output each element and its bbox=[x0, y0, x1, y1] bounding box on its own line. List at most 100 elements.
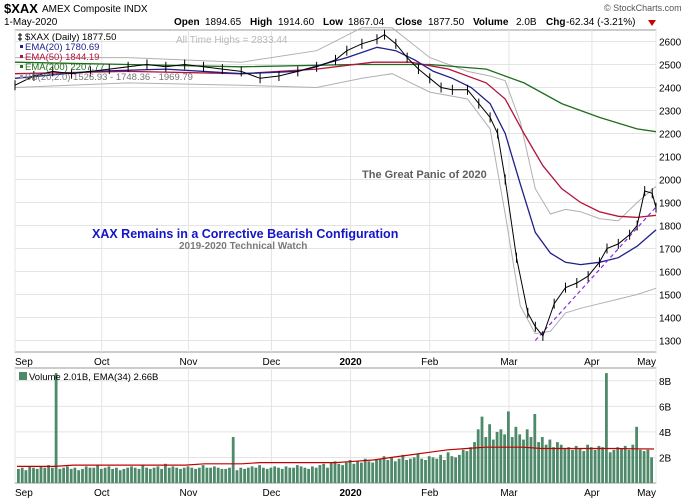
volume-bar bbox=[608, 452, 612, 483]
bb-lower-line bbox=[14, 73, 657, 335]
price-tick-label: 1700 bbox=[659, 245, 682, 256]
volume-bar bbox=[439, 454, 442, 483]
volume-bar bbox=[473, 442, 476, 483]
volume-bar bbox=[638, 449, 642, 483]
bb-upper-line bbox=[15, 27, 657, 222]
volume-bar bbox=[273, 466, 277, 483]
volume-bar bbox=[522, 439, 525, 483]
volume-bar bbox=[582, 451, 586, 483]
down-triangle-icon bbox=[648, 20, 656, 26]
volume-bar bbox=[623, 445, 627, 483]
volume-bar bbox=[593, 449, 597, 483]
volume-bar bbox=[73, 467, 77, 483]
x-tick-label: May bbox=[637, 357, 656, 368]
volume-bar bbox=[540, 437, 544, 483]
sub-annotation: 2019-2020 Technical Watch bbox=[179, 241, 307, 252]
volume-bar bbox=[488, 424, 491, 483]
price-tick-label: 1900 bbox=[659, 199, 682, 210]
volume-bar bbox=[209, 467, 212, 483]
volume-bar bbox=[597, 445, 601, 483]
volume-bar bbox=[254, 467, 258, 483]
volume-bar bbox=[405, 460, 408, 483]
volume-bar bbox=[258, 465, 261, 483]
volume-bar bbox=[292, 467, 295, 483]
volume-bar bbox=[424, 460, 427, 483]
volume-bar bbox=[190, 467, 194, 483]
price-tick-label: 2400 bbox=[659, 84, 682, 95]
volume-bar bbox=[156, 466, 160, 483]
volume-bar bbox=[231, 437, 235, 483]
volume-bar bbox=[514, 426, 518, 483]
volume-bar bbox=[107, 466, 111, 483]
x-tick-label-volume: May bbox=[637, 488, 656, 499]
volume-bar bbox=[145, 467, 148, 483]
close-value: 1877.50 bbox=[428, 17, 465, 28]
x-tick-label: Sep bbox=[15, 357, 33, 368]
volume-bar bbox=[43, 467, 47, 483]
volume-bar bbox=[314, 467, 318, 483]
volume-bar bbox=[556, 442, 559, 483]
volume-bar bbox=[476, 429, 480, 483]
volume-bar bbox=[152, 467, 156, 483]
volume-bar bbox=[620, 448, 623, 483]
volume-bar bbox=[126, 467, 130, 483]
volume-bar bbox=[552, 447, 555, 483]
volume-bar bbox=[442, 460, 446, 483]
x-tick-label: Dec bbox=[263, 357, 281, 368]
volume-bar bbox=[525, 429, 529, 483]
volume-legend: Volume 2.01B, EMA(34) 2.66B bbox=[29, 372, 158, 383]
volume-bar bbox=[356, 461, 359, 483]
legend-price: $XAX (Daily) 1877.50 bbox=[25, 32, 116, 43]
volume-bar bbox=[213, 466, 216, 483]
volume-bar bbox=[635, 426, 638, 483]
volume-bar bbox=[164, 463, 167, 483]
volume-bar bbox=[303, 467, 307, 483]
x-axis-price: Sep Oct Nov Dec 2020 Feb Mar Apr May bbox=[15, 357, 656, 368]
volume-bar bbox=[32, 467, 35, 483]
ema50-line bbox=[14, 61, 657, 219]
trendline bbox=[534, 206, 657, 341]
volume-bar bbox=[605, 373, 608, 483]
price-tick-label: 2100 bbox=[659, 153, 682, 164]
candlestick-icon bbox=[18, 33, 22, 41]
volume-bar bbox=[495, 431, 499, 483]
volume-bar bbox=[616, 447, 620, 483]
volume-bar bbox=[627, 449, 631, 483]
volume-bar bbox=[171, 466, 175, 483]
volume-bar bbox=[66, 466, 69, 483]
volume-bar bbox=[118, 470, 122, 483]
volume-bar bbox=[571, 449, 574, 483]
open-value: 1894.65 bbox=[205, 17, 242, 28]
volume-bar bbox=[137, 468, 141, 483]
x-tick-label-volume: Mar bbox=[500, 488, 518, 499]
volume-bar bbox=[50, 467, 54, 483]
close-label: Close bbox=[395, 17, 423, 28]
volume-tick-label: 8B bbox=[659, 377, 672, 388]
chart-date: 1-May-2020 bbox=[4, 17, 58, 28]
volume-bar bbox=[337, 463, 341, 483]
volume-bar bbox=[578, 448, 582, 483]
volume-bar bbox=[484, 437, 488, 483]
price-tick-label: 1800 bbox=[659, 222, 682, 233]
volume-bar bbox=[544, 444, 548, 483]
volume-bar bbox=[469, 447, 473, 483]
x-tick-label: Nov bbox=[180, 357, 198, 368]
volume-bar bbox=[288, 467, 292, 483]
volume-bar bbox=[311, 466, 314, 483]
volume-bar bbox=[133, 467, 137, 483]
volume-bar bbox=[352, 463, 356, 483]
volume-bar bbox=[465, 451, 469, 483]
volume-bar bbox=[20, 467, 24, 483]
volume-bar bbox=[371, 462, 375, 483]
volume-bar bbox=[235, 470, 239, 483]
open-label: Open bbox=[174, 17, 200, 28]
volume-bar bbox=[194, 468, 197, 483]
volume-bar bbox=[265, 468, 269, 483]
volume-bar bbox=[54, 373, 58, 483]
volume-bar bbox=[205, 467, 209, 483]
volume-bar bbox=[228, 467, 231, 483]
price-tick-label: 2600 bbox=[659, 38, 682, 49]
volume-bar bbox=[567, 447, 571, 483]
legend-ema200-swatch bbox=[20, 65, 23, 68]
volume-bar bbox=[344, 462, 348, 483]
